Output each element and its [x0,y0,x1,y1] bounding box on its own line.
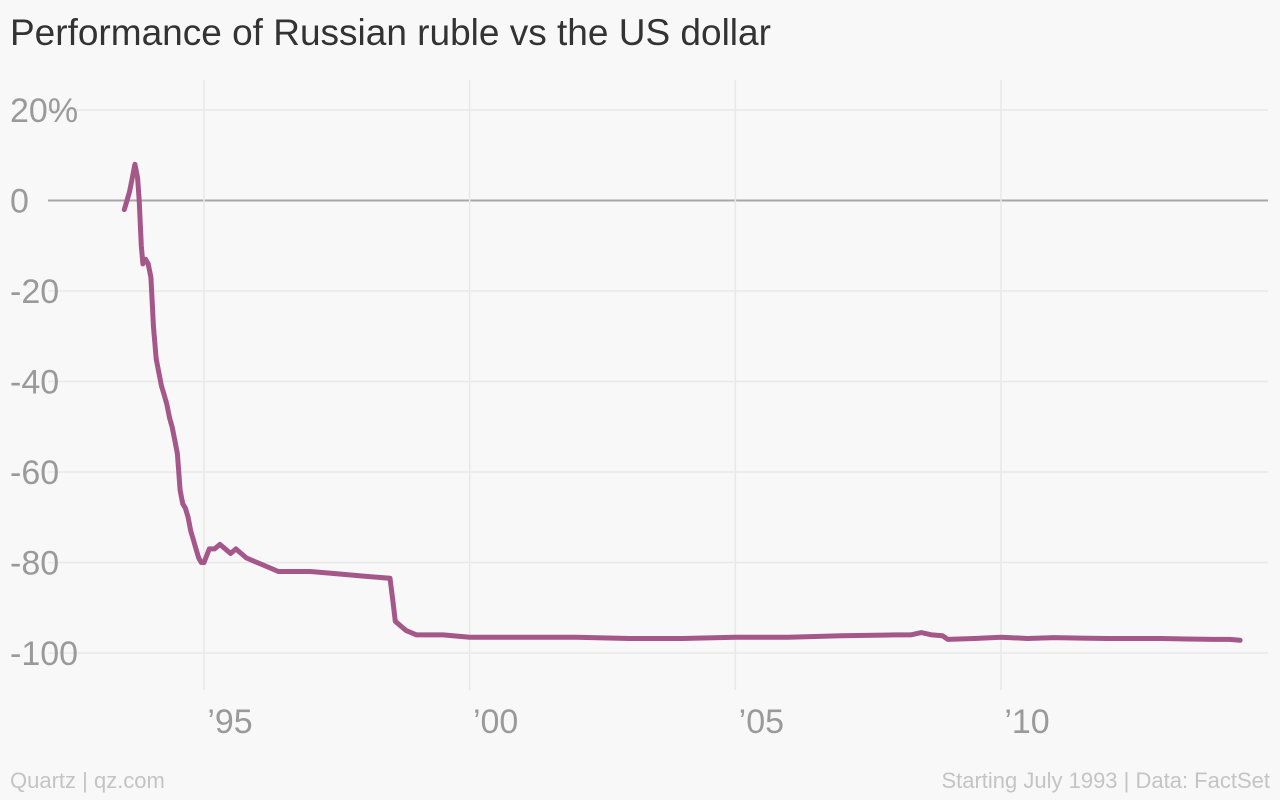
x-tick-label: ’10 [1004,703,1049,741]
series-line [121,161,1243,643]
y-tick-label: -40 [10,364,59,402]
chart-title: Performance of Russian ruble vs the US d… [10,12,771,53]
footer-source: Starting July 1993 | Data: FactSet [941,768,1270,793]
y-tick-label: -100 [10,635,78,673]
series-layer [121,161,1243,643]
y-tick-label: -80 [10,545,59,583]
y-tick-label: 0 [10,183,29,221]
x-tick-label: ’95 [207,703,252,741]
x-tick-label: ’00 [473,703,518,741]
y-tick-label: 20% [10,92,78,130]
y-tick-label: -60 [10,454,59,492]
axes: 20% 0 -20 -40 -60 -80 -100 ’95 ’00 ’05 ’10 [10,92,1050,741]
y-tick-label: -20 [10,273,59,311]
x-tick-label: ’05 [739,703,784,741]
footer-credit: Quartz | qz.com [10,768,165,793]
grid-lines [48,80,1268,690]
